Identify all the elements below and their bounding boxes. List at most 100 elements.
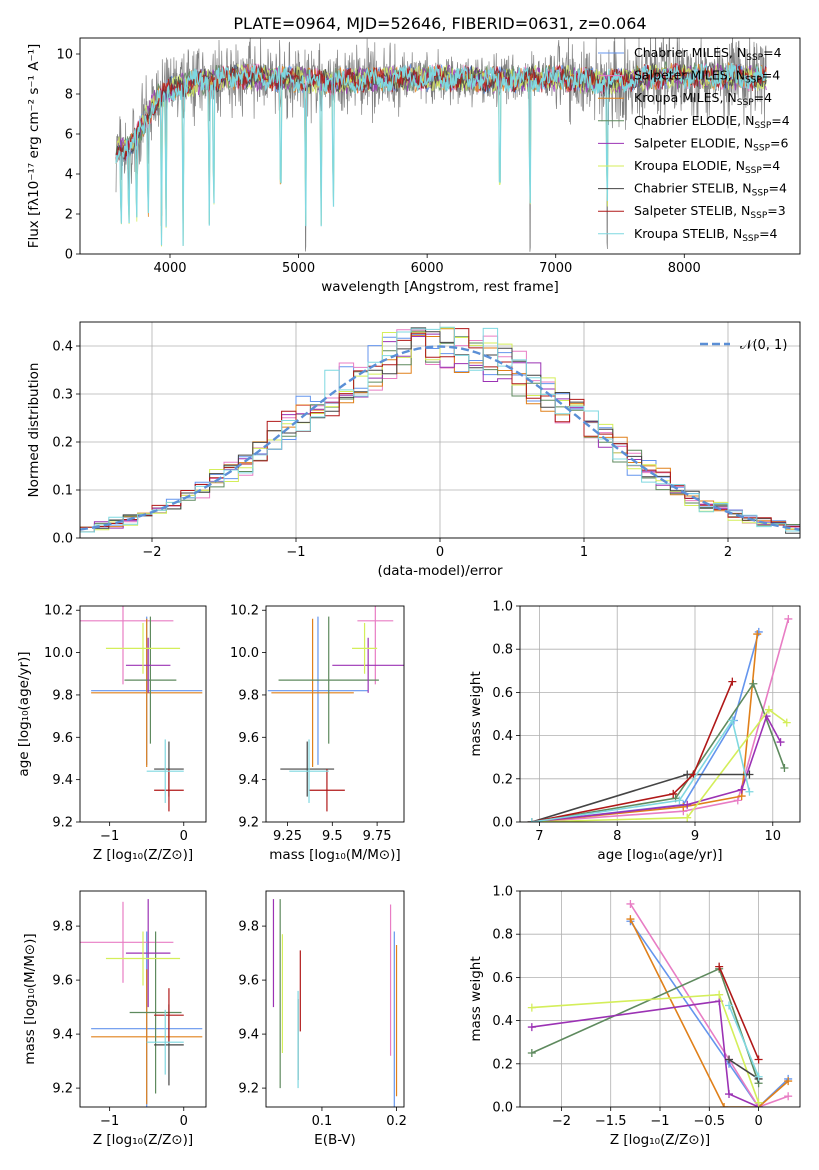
- panel-age_vs_mass: 9.25 9.5 9.75 9.2 9.4 9.6 9.8 10.0 10.2 mass [log…: [230, 604, 405, 863]
- weight-line: [629, 920, 789, 1107]
- hist-kroupa-elodie: [80, 327, 800, 531]
- x-tick-label: 0: [180, 829, 188, 844]
- legend-entry: Chabrier STELIB, NSSP=4: [634, 181, 787, 199]
- x-tick-label: −1: [100, 1114, 119, 1129]
- legend-n: =4: [763, 45, 781, 60]
- y-tick-label: 10.2: [44, 604, 73, 619]
- y-axis-label: mass weight: [468, 956, 484, 1041]
- legend-n: =3: [767, 203, 785, 218]
- panel-massweight_vs_Z: −2 −1.5 −1 −0.5 0 0.0 0.2 0.4 0.6 0.8 1.0 Z [log₁₀(…: [468, 885, 801, 1148]
- weight-marker: [527, 818, 536, 822]
- x-tick-label: −1.5: [595, 1114, 627, 1129]
- legend-sub: SSP: [737, 98, 754, 108]
- weight-marker: [683, 800, 692, 809]
- x-axis-label: Z [log₁₀(Z/Z⊙)]: [93, 1132, 193, 1148]
- y-tick-label: 0: [65, 248, 73, 263]
- axes-frame: [265, 605, 405, 823]
- legend-label: Kroupa ELODIE, N: [634, 158, 745, 173]
- axes-frame: [79, 321, 801, 539]
- x-tick-label: 7000: [539, 261, 572, 276]
- axes-frame: [519, 605, 801, 823]
- legend-entry: Chabrier MILES, NSSP=4: [634, 45, 782, 63]
- x-axis-label: Z [log₁₀(Z/Z⊙)]: [610, 1132, 710, 1148]
- hist-chabrier-stelib: [80, 327, 800, 534]
- weight-marker: [728, 716, 737, 725]
- weight-marker: [675, 796, 684, 805]
- x-tick-label: 5000: [282, 261, 315, 276]
- x-tick-label: 2: [724, 545, 732, 560]
- y-tick-label: 0.6: [492, 971, 513, 986]
- weight-marker: [720, 1103, 729, 1107]
- y-axis-label: Flux [fλ10⁻¹⁷ erg cm⁻² s⁻¹ A⁻¹]: [26, 44, 42, 249]
- weight-marker: [780, 764, 789, 772]
- weight-marker: [782, 718, 791, 727]
- axes-frame: [265, 890, 405, 1108]
- x-tick-label: −1: [286, 545, 305, 560]
- y-tick-label: 0.0: [492, 1101, 513, 1116]
- y-tick-label: 1.0: [492, 600, 513, 615]
- x-tick-label: 10: [765, 829, 782, 844]
- x-tick-label: 4000: [153, 261, 186, 276]
- x-axis-label: wavelength [Angstrom, rest frame]: [321, 279, 559, 295]
- weight-marker: [754, 1072, 763, 1081]
- x-tick-label: 9.75: [363, 829, 392, 844]
- plot-area: [267, 606, 404, 812]
- legend-label: Chabrier STELIB, N: [634, 181, 752, 196]
- legend-sub: SSP: [750, 211, 767, 221]
- legend-label: 𝒩(0, 1): [740, 338, 787, 353]
- weight-marker: [754, 1055, 763, 1064]
- y-tick-label: 9.8: [52, 688, 73, 703]
- panel-mass_vs_ebv: 0.1 0.2 9.2 9.4 9.6 9.8 E(B-V): [238, 890, 407, 1148]
- y-tick-label: 0.4: [492, 729, 513, 744]
- axes-frame: [79, 37, 801, 255]
- legend-entry: Kroupa ELODIE, NSSP=4: [634, 158, 780, 176]
- y-tick-label: 10.0: [44, 646, 73, 661]
- legend-sub: SSP: [742, 234, 759, 244]
- x-axis-label: (data-model)/error: [377, 563, 503, 579]
- y-tick-label: 9.2: [52, 1082, 73, 1097]
- legend-entry: Kroupa STELIB, NSSP=4: [634, 226, 778, 244]
- legend-label: Salpeter STELIB, N: [634, 203, 750, 218]
- weight-marker: [669, 789, 678, 798]
- weight-line: [531, 1000, 759, 1107]
- y-axis-label: mass weight: [468, 671, 484, 756]
- y-tick-label: 4: [65, 168, 73, 183]
- plot-area: [272, 899, 398, 1107]
- panel-mass_vs_Z: −1 0 9.2 9.4 9.6 9.8 Z [log₁₀(Z/Z⊙)] mass [log₁…: [22, 890, 207, 1148]
- hist-salpeter-stelib: [80, 328, 800, 528]
- y-tick-label: 0.0: [52, 532, 73, 547]
- weight-line: [531, 708, 788, 822]
- panel-spectrum: 4000 5000 6000 7000 8000 0 2 4 6 8 10 wavelength [A…: [26, 37, 801, 295]
- y-tick-label: 9.4: [238, 1028, 259, 1043]
- legend-label: Kroupa STELIB, N: [634, 226, 742, 241]
- panel-age_vs_Z: −1 0 9.2 9.4 9.6 9.8 10.0 10.2 Z [log₁₀(Z/Z⊙)] ag…: [16, 604, 207, 863]
- y-tick-label: 0.8: [492, 928, 513, 943]
- y-axis-label: age [log₁₀(age/yr)]: [16, 651, 32, 776]
- y-tick-label: 9.4: [52, 773, 73, 788]
- x-tick-label: −2: [142, 545, 161, 560]
- weight-marker: [626, 915, 635, 924]
- legend-entry: Kroupa MILES, NSSP=4: [634, 90, 772, 108]
- y-tick-label: 0.4: [52, 340, 73, 355]
- legend-label: Chabrier MILES, N: [634, 45, 746, 60]
- plot-area: [115, 38, 767, 252]
- y-tick-label: 9.2: [52, 816, 73, 831]
- y-tick-label: 0.2: [492, 1057, 513, 1072]
- weight-marker: [784, 1077, 793, 1086]
- legend-label: Kroupa MILES, N: [634, 90, 737, 105]
- y-tick-label: 10.0: [230, 646, 259, 661]
- weight-line: [531, 682, 786, 822]
- y-tick-label: 2: [65, 208, 73, 223]
- weight-line: [531, 634, 758, 822]
- legend-entry: Salpeter MILES, NSSP=4: [634, 68, 780, 86]
- x-tick-label: −1: [100, 829, 119, 844]
- weight-marker: [733, 796, 742, 805]
- weight-marker: [527, 1023, 536, 1032]
- y-tick-label: 0.2: [52, 436, 73, 451]
- y-tick-label: 6: [65, 128, 73, 143]
- y-tick-label: 9.8: [238, 920, 259, 935]
- weight-marker: [725, 1001, 734, 1010]
- axes-frame: [79, 605, 207, 823]
